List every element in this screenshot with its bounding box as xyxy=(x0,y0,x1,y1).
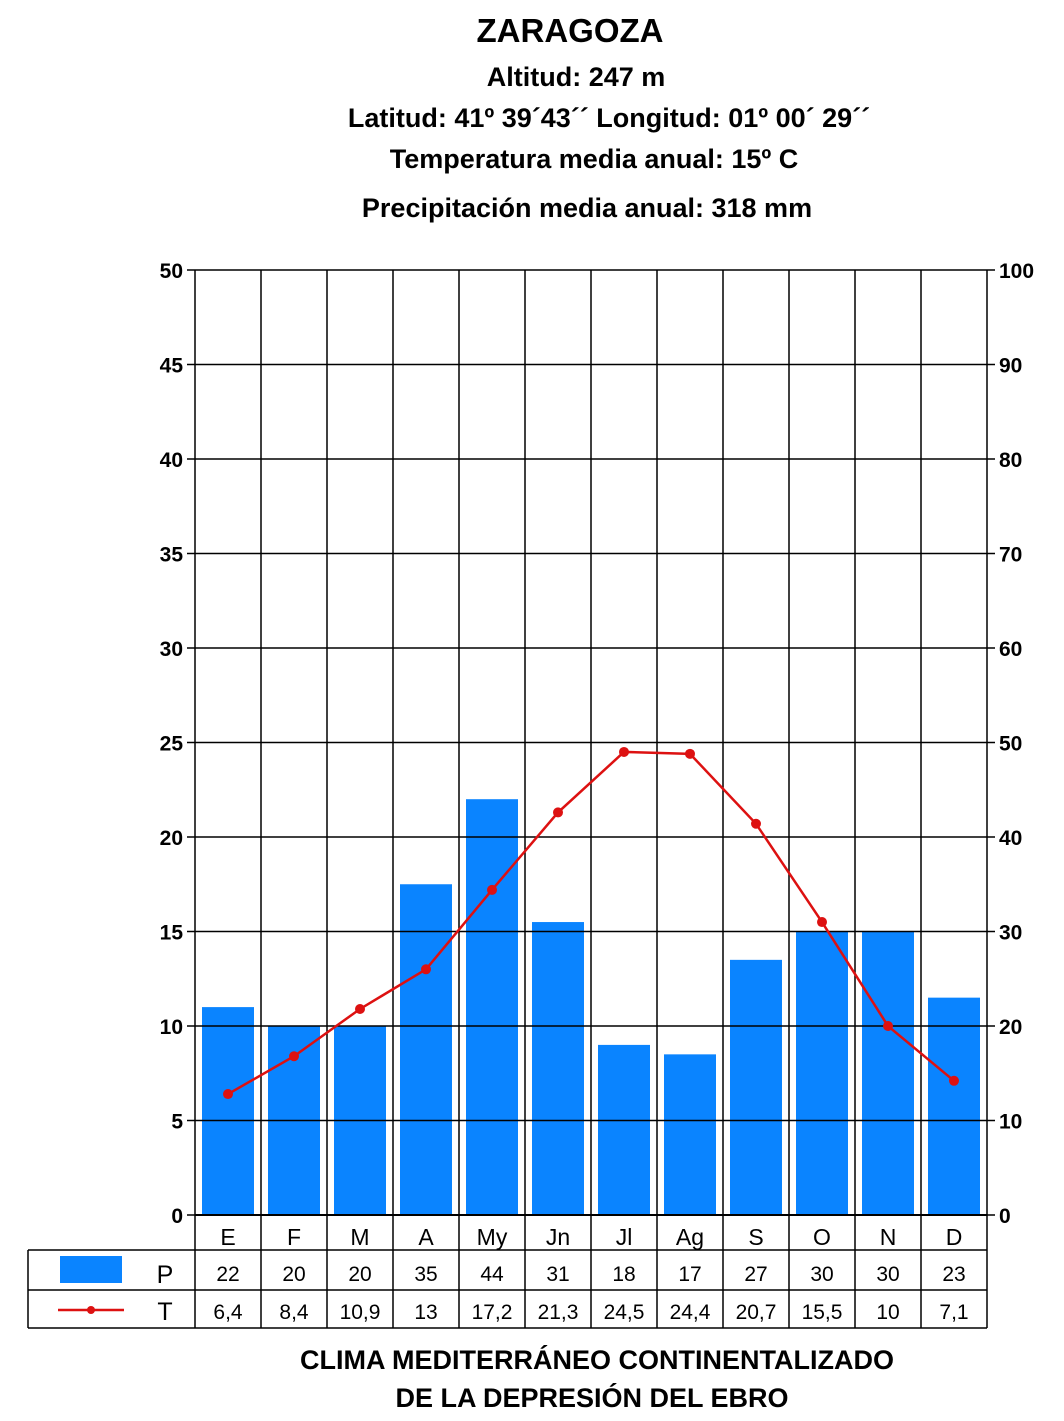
right-axis-tick-label: 80 xyxy=(999,449,1022,472)
temperature-value: 8,4 xyxy=(279,1301,309,1324)
legend-precipitation-swatch xyxy=(60,1256,122,1283)
precipitation-value: 27 xyxy=(744,1263,767,1286)
temperature-value: 24,5 xyxy=(604,1301,645,1324)
precipitation-value: 44 xyxy=(480,1263,504,1286)
temperature-point-M xyxy=(355,1003,365,1014)
precipitation-bar-Ag xyxy=(664,1054,716,1215)
right-axis-tick-label: 50 xyxy=(999,733,1022,756)
precipitation-bar-Jn xyxy=(532,922,584,1215)
legend-temperature-marker xyxy=(87,1306,95,1314)
month-label: A xyxy=(418,1224,434,1250)
precipitation-bar-N xyxy=(862,931,914,1215)
month-label: N xyxy=(880,1224,897,1250)
month-label: M xyxy=(350,1224,369,1250)
precipitation-value: 30 xyxy=(810,1263,833,1286)
temperature-value: 6,4 xyxy=(213,1301,243,1324)
precipitation-value: 22 xyxy=(216,1263,239,1286)
precipitation-value: 23 xyxy=(942,1263,965,1286)
temperature-value: 10,9 xyxy=(340,1301,381,1324)
temperature-value: 21,3 xyxy=(538,1301,579,1324)
temperature-value: 13 xyxy=(414,1301,437,1324)
month-label: E xyxy=(220,1224,235,1250)
left-axis-tick-label: 25 xyxy=(160,733,184,756)
temperature-value: 15,5 xyxy=(802,1301,843,1324)
right-axis-tick-label: 10 xyxy=(999,1111,1022,1134)
station-title: ZARAGOZA xyxy=(476,12,664,49)
month-label: Jn xyxy=(546,1224,570,1250)
month-label: Jl xyxy=(616,1224,633,1250)
left-axis-tick-label: 45 xyxy=(160,355,184,378)
temperature-point-S xyxy=(751,818,761,829)
month-label: Ag xyxy=(676,1224,704,1250)
right-axis-tick-label: 20 xyxy=(999,1016,1022,1039)
coordinates-label: Latitud: 41º 39´43´´ Longitud: 01º 00´ 2… xyxy=(347,103,871,133)
temperature-point-O xyxy=(817,917,827,928)
precipitation-value: 20 xyxy=(282,1263,305,1286)
temperature-point-My xyxy=(487,884,497,895)
month-label: My xyxy=(477,1224,508,1250)
precipitation-value: 17 xyxy=(678,1263,701,1286)
climate-caption-line2: DE LA DEPRESIÓN DEL EBRO xyxy=(395,1383,789,1413)
left-axis-tick-label: 35 xyxy=(160,544,184,567)
left-axis-tick-label: 10 xyxy=(160,1016,183,1039)
month-label: D xyxy=(946,1224,963,1250)
month-label: F xyxy=(287,1224,301,1250)
altitude-label: Altitud: 247 m xyxy=(486,62,666,92)
right-axis-tick-label: 0 xyxy=(999,1205,1011,1228)
precipitation-bar-E xyxy=(202,1007,254,1215)
left-axis-tick-label: 50 xyxy=(160,260,183,283)
precipitation-value: 31 xyxy=(546,1263,569,1286)
left-axis-tick-label: 30 xyxy=(160,638,183,661)
temperature-point-E xyxy=(223,1089,233,1100)
left-axis-tick-label: 15 xyxy=(160,922,184,945)
precipitation-value: 18 xyxy=(612,1263,635,1286)
legend-temperature-label: T xyxy=(157,1298,172,1326)
temperature-value: 10 xyxy=(876,1301,899,1324)
right-axis-tick-label: 90 xyxy=(999,355,1022,378)
temperature-point-A xyxy=(421,964,431,975)
left-axis-tick-label: 5 xyxy=(171,1111,183,1134)
left-axis-tick-label: 40 xyxy=(160,449,183,472)
right-axis-tick-label: 30 xyxy=(999,922,1022,945)
temperature-point-D xyxy=(949,1075,959,1086)
precipitation-value: 20 xyxy=(348,1263,371,1286)
precipitation-value: 30 xyxy=(876,1263,899,1286)
precipitation-bar-O xyxy=(796,931,848,1215)
mean-precipitation-label: Precipitación media anual: 318 mm xyxy=(361,193,813,223)
temperature-value: 24,4 xyxy=(670,1301,711,1324)
precipitation-bar-Jl xyxy=(598,1044,650,1215)
temperature-point-Jn xyxy=(553,807,563,818)
temperature-point-Ag xyxy=(685,748,695,759)
right-axis-tick-label: 60 xyxy=(999,638,1022,661)
temperature-point-Jl xyxy=(619,746,629,757)
temperature-value: 20,7 xyxy=(736,1301,777,1324)
month-label: O xyxy=(813,1224,831,1250)
legend-precipitation-label: P xyxy=(157,1261,174,1289)
mean-temperature-label: Temperatura media anual: 15º C xyxy=(389,144,799,174)
precipitation-bar-S xyxy=(730,959,782,1215)
right-axis-tick-label: 40 xyxy=(999,827,1022,850)
temperature-line xyxy=(227,750,955,1096)
month-label: S xyxy=(748,1224,763,1250)
precipitation-bar-A xyxy=(400,884,452,1215)
precipitation-value: 35 xyxy=(414,1263,437,1286)
right-axis-tick-label: 70 xyxy=(999,544,1022,567)
climate-caption-line1: CLIMA MEDITERRÁNEO CONTINENTALIZADO xyxy=(300,1345,894,1375)
temperature-point-N xyxy=(883,1021,893,1031)
temperature-value: 7,1 xyxy=(939,1301,968,1324)
precipitation-bar-My xyxy=(466,799,518,1215)
temperature-point-F xyxy=(289,1051,299,1062)
left-axis-tick-label: 20 xyxy=(160,827,183,850)
right-axis-tick-label: 100 xyxy=(999,260,1034,283)
precipitation-bar-D xyxy=(928,997,980,1215)
left-axis-tick-label: 0 xyxy=(171,1205,183,1228)
temperature-value: 17,2 xyxy=(472,1301,513,1324)
